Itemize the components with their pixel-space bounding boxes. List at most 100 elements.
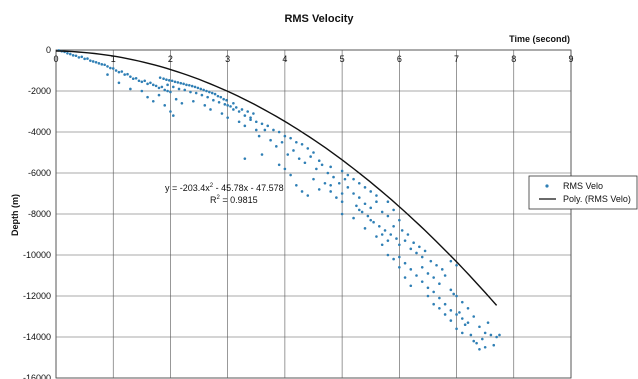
data-point bbox=[455, 263, 458, 267]
data-point bbox=[254, 128, 258, 132]
data-point bbox=[66, 51, 69, 55]
data-point bbox=[398, 243, 401, 247]
data-point bbox=[237, 120, 241, 124]
data-point bbox=[194, 91, 198, 95]
gridlines bbox=[55, 49, 572, 379]
data-point bbox=[89, 59, 92, 62]
data-point bbox=[277, 163, 281, 167]
data-point bbox=[455, 313, 458, 316]
data-point bbox=[217, 100, 221, 104]
data-point bbox=[340, 200, 344, 203]
data-point bbox=[415, 274, 418, 277]
data-point bbox=[317, 159, 321, 162]
data-point bbox=[332, 175, 335, 179]
data-point bbox=[300, 190, 304, 193]
data-point bbox=[297, 157, 301, 160]
data-point bbox=[120, 70, 124, 73]
data-point bbox=[216, 94, 220, 98]
data-point bbox=[283, 134, 287, 138]
data-point bbox=[277, 130, 281, 134]
data-point bbox=[478, 325, 481, 329]
data-point bbox=[312, 151, 315, 154]
data-point bbox=[226, 104, 229, 107]
y-tick-label: 0 bbox=[46, 45, 51, 55]
data-point bbox=[158, 76, 162, 79]
data-point bbox=[260, 153, 264, 156]
data-point bbox=[392, 225, 395, 228]
data-point bbox=[163, 104, 167, 107]
data-point bbox=[466, 307, 470, 310]
data-point bbox=[243, 124, 247, 128]
data-point bbox=[74, 54, 78, 58]
data-point bbox=[438, 282, 441, 286]
data-point bbox=[283, 167, 287, 171]
data-point bbox=[329, 190, 332, 193]
data-point bbox=[326, 171, 330, 175]
data-point bbox=[475, 341, 478, 345]
data-point bbox=[151, 99, 155, 103]
data-point bbox=[249, 118, 252, 121]
data-point bbox=[415, 251, 418, 255]
data-point bbox=[375, 200, 378, 203]
data-point bbox=[249, 116, 252, 119]
data-point bbox=[91, 60, 95, 63]
data-point bbox=[412, 241, 415, 244]
data-point bbox=[190, 84, 194, 88]
data-point bbox=[460, 331, 464, 335]
data-point bbox=[303, 161, 307, 165]
y-tick-label: -6000 bbox=[28, 168, 51, 178]
data-point bbox=[188, 83, 191, 87]
data-point bbox=[460, 300, 464, 304]
data-point bbox=[289, 173, 292, 177]
data-point bbox=[369, 206, 373, 210]
data-point bbox=[443, 313, 447, 316]
data-point bbox=[306, 194, 310, 197]
data-point bbox=[131, 77, 135, 80]
data-point bbox=[202, 88, 205, 92]
data-point bbox=[234, 106, 238, 109]
data-point bbox=[300, 143, 304, 146]
data-point bbox=[129, 87, 132, 91]
data-point bbox=[172, 114, 175, 117]
data-point bbox=[240, 108, 244, 111]
data-point bbox=[280, 140, 284, 144]
data-point bbox=[398, 266, 401, 269]
legend-marker-scatter bbox=[545, 184, 549, 188]
data-point bbox=[134, 76, 138, 80]
data-point bbox=[486, 321, 490, 324]
data-point bbox=[114, 69, 118, 72]
data-point bbox=[329, 184, 332, 187]
data-point bbox=[269, 138, 272, 142]
data-point bbox=[340, 212, 344, 216]
data-point bbox=[163, 88, 167, 92]
data-point bbox=[203, 104, 207, 107]
data-point bbox=[140, 80, 144, 84]
data-point bbox=[375, 235, 378, 238]
r-squared-label: R2 = 0.9815 bbox=[210, 195, 258, 205]
data-point bbox=[185, 83, 188, 87]
data-point bbox=[172, 85, 175, 89]
data-point bbox=[380, 243, 384, 247]
data-point bbox=[426, 286, 430, 290]
data-point bbox=[429, 259, 433, 263]
data-point bbox=[117, 81, 121, 85]
data-point bbox=[355, 204, 358, 208]
data-point bbox=[369, 190, 373, 193]
data-point bbox=[455, 327, 458, 331]
y-tick-label: -16000 bbox=[23, 373, 51, 379]
data-point bbox=[440, 268, 444, 271]
data-point bbox=[449, 259, 453, 263]
data-point bbox=[466, 321, 470, 324]
data-point bbox=[129, 75, 132, 78]
data-point bbox=[80, 55, 84, 59]
data-point bbox=[420, 280, 424, 283]
polynomial-trendline bbox=[55, 50, 498, 306]
data-point bbox=[463, 323, 467, 327]
data-point bbox=[340, 169, 344, 173]
data-point bbox=[438, 296, 441, 300]
data-point bbox=[346, 173, 350, 177]
data-point bbox=[432, 290, 435, 294]
data-point bbox=[237, 110, 241, 113]
x-tick-label: 7 bbox=[454, 54, 459, 64]
data-point bbox=[498, 333, 501, 337]
